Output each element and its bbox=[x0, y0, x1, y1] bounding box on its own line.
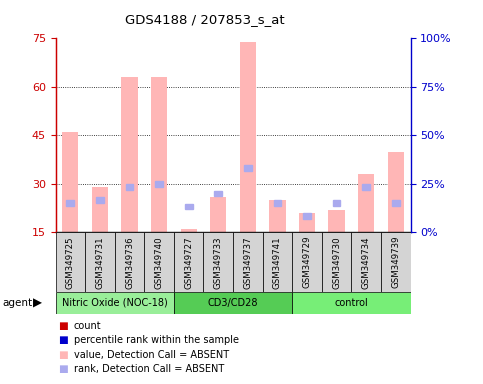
Bar bbox=[214, 190, 222, 197]
Bar bbox=[96, 197, 104, 203]
Bar bbox=[270, 200, 285, 232]
Bar bbox=[203, 232, 233, 292]
Bar bbox=[240, 41, 256, 232]
Bar bbox=[85, 232, 115, 292]
Text: GSM349741: GSM349741 bbox=[273, 236, 282, 288]
Bar bbox=[181, 229, 197, 232]
Text: ■: ■ bbox=[58, 350, 68, 360]
Bar bbox=[381, 232, 411, 292]
Bar bbox=[299, 213, 315, 232]
Bar bbox=[233, 232, 263, 292]
Bar bbox=[151, 77, 167, 232]
Bar bbox=[62, 132, 78, 232]
Bar bbox=[392, 200, 399, 206]
Bar bbox=[333, 200, 341, 206]
Text: GSM349736: GSM349736 bbox=[125, 236, 134, 288]
Text: rank, Detection Call = ABSENT: rank, Detection Call = ABSENT bbox=[74, 364, 224, 374]
Text: GSM349729: GSM349729 bbox=[302, 236, 312, 288]
Bar bbox=[56, 232, 85, 292]
Text: percentile rank within the sample: percentile rank within the sample bbox=[74, 335, 239, 345]
Bar bbox=[358, 174, 374, 232]
Text: GDS4188 / 207853_s_at: GDS4188 / 207853_s_at bbox=[125, 13, 284, 26]
Text: count: count bbox=[74, 321, 101, 331]
Text: GSM349734: GSM349734 bbox=[362, 236, 370, 288]
Text: ▶: ▶ bbox=[33, 296, 42, 310]
Text: agent: agent bbox=[2, 298, 32, 308]
Text: GSM349740: GSM349740 bbox=[155, 236, 164, 288]
Text: Nitric Oxide (NOC-18): Nitric Oxide (NOC-18) bbox=[62, 298, 168, 308]
Bar bbox=[174, 232, 203, 292]
Bar bbox=[185, 204, 193, 209]
Bar bbox=[322, 232, 352, 292]
Bar bbox=[67, 200, 74, 206]
Bar bbox=[115, 232, 144, 292]
Text: GSM349731: GSM349731 bbox=[96, 236, 104, 288]
Bar bbox=[155, 181, 163, 187]
Text: ■: ■ bbox=[58, 335, 68, 345]
Bar bbox=[126, 184, 133, 190]
Bar bbox=[352, 232, 381, 292]
Bar bbox=[388, 152, 404, 232]
Bar bbox=[56, 292, 174, 314]
Text: ■: ■ bbox=[58, 321, 68, 331]
Text: value, Detection Call = ABSENT: value, Detection Call = ABSENT bbox=[74, 350, 229, 360]
Bar bbox=[92, 187, 108, 232]
Bar bbox=[121, 77, 138, 232]
Text: GSM349725: GSM349725 bbox=[66, 236, 75, 288]
Bar bbox=[244, 165, 252, 170]
Bar bbox=[273, 200, 281, 206]
Text: GSM349733: GSM349733 bbox=[214, 236, 223, 288]
Bar bbox=[210, 197, 227, 232]
Text: GSM349737: GSM349737 bbox=[243, 236, 252, 288]
Text: CD3/CD28: CD3/CD28 bbox=[208, 298, 258, 308]
Text: GSM349727: GSM349727 bbox=[184, 236, 193, 288]
Bar bbox=[263, 232, 292, 292]
Text: control: control bbox=[335, 298, 368, 308]
Text: ■: ■ bbox=[58, 364, 68, 374]
Bar bbox=[174, 292, 292, 314]
Bar bbox=[303, 213, 311, 219]
Bar bbox=[144, 232, 174, 292]
Bar bbox=[292, 292, 411, 314]
Bar bbox=[362, 184, 370, 190]
Text: GSM349730: GSM349730 bbox=[332, 236, 341, 288]
Bar bbox=[292, 232, 322, 292]
Bar bbox=[328, 210, 345, 232]
Text: GSM349739: GSM349739 bbox=[391, 236, 400, 288]
